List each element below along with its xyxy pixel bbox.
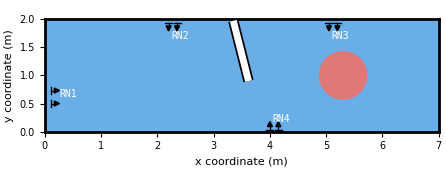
X-axis label: x coordinate (m): x coordinate (m) xyxy=(195,157,288,167)
Polygon shape xyxy=(267,122,273,127)
Text: RN1: RN1 xyxy=(59,89,77,99)
Polygon shape xyxy=(276,122,281,127)
Text: RN2: RN2 xyxy=(171,31,189,41)
Polygon shape xyxy=(54,101,59,106)
Polygon shape xyxy=(326,26,331,31)
Text: RN3: RN3 xyxy=(332,31,349,41)
Text: RN4: RN4 xyxy=(273,114,290,124)
Polygon shape xyxy=(166,26,171,31)
Polygon shape xyxy=(335,26,340,31)
Y-axis label: y coordinate (m): y coordinate (m) xyxy=(4,29,14,122)
Circle shape xyxy=(319,52,367,99)
Polygon shape xyxy=(174,26,180,31)
Polygon shape xyxy=(54,88,59,93)
